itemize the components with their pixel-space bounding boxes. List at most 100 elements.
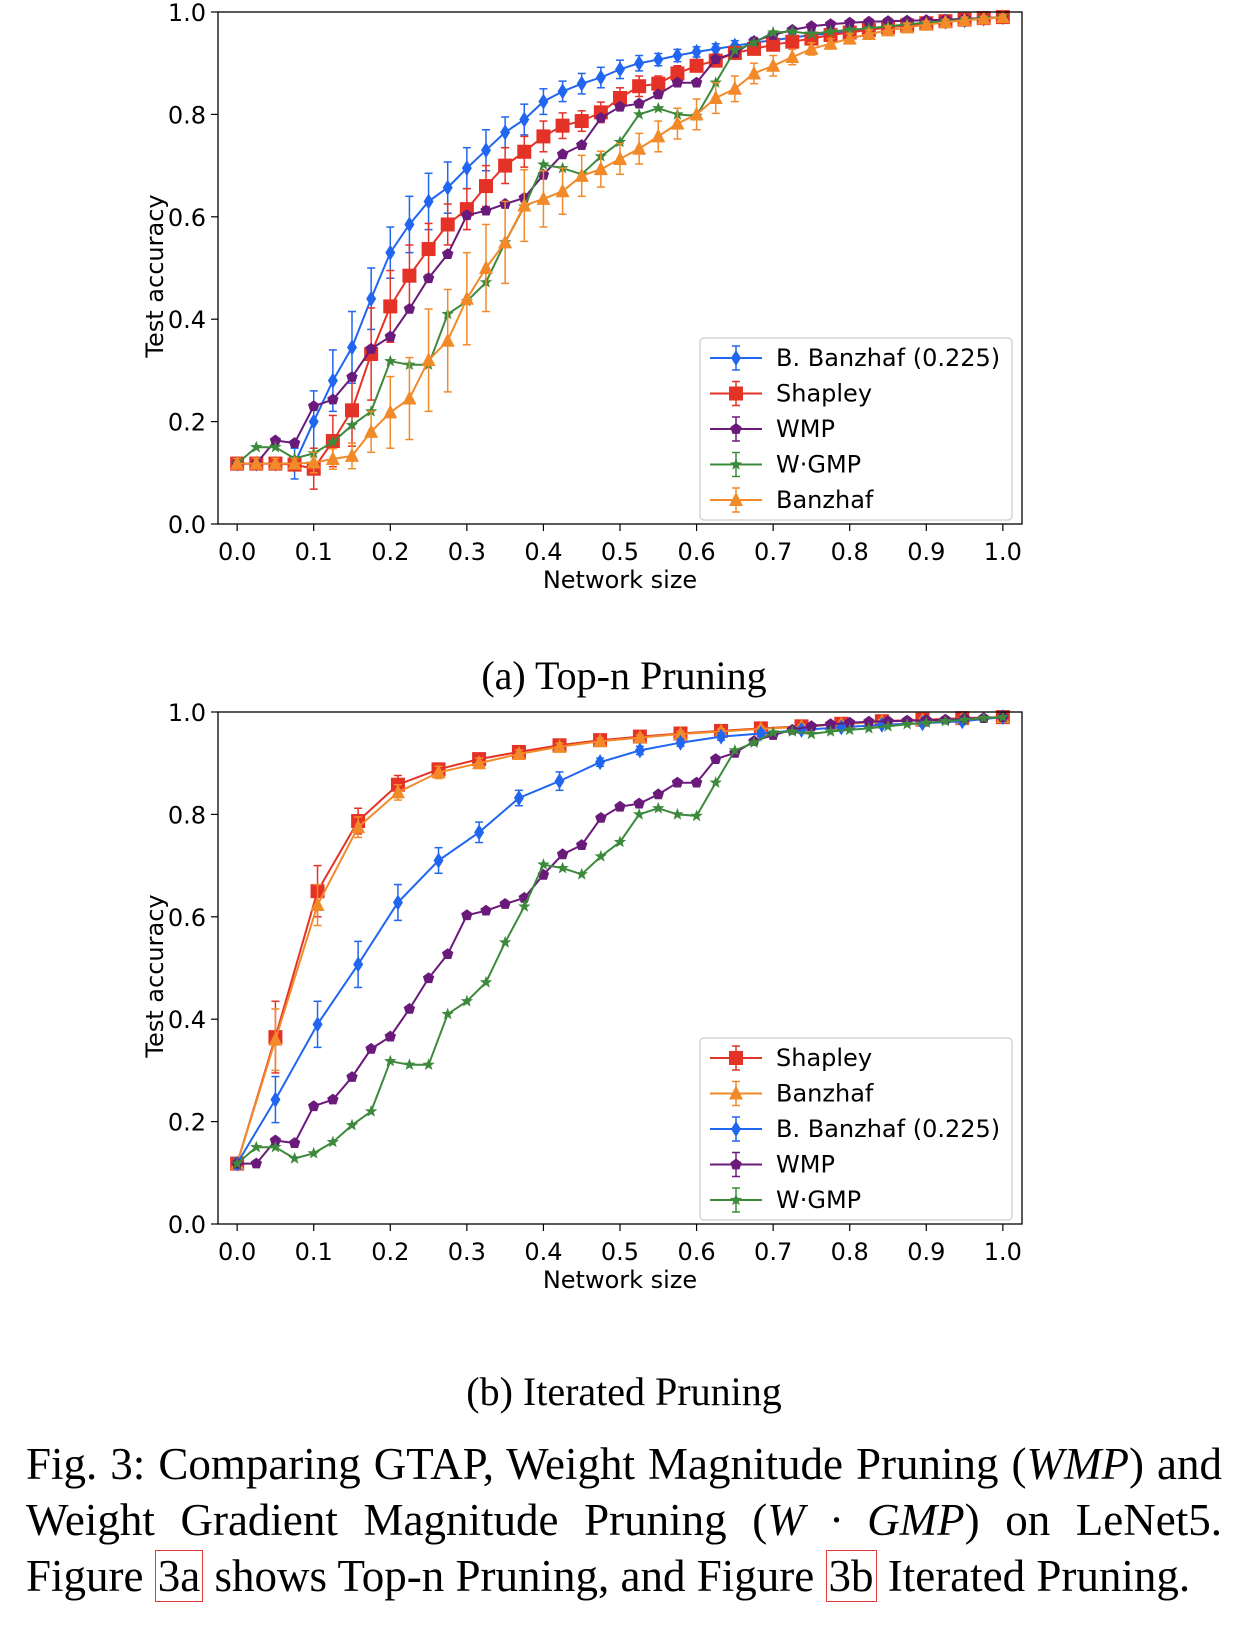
legend-box: [699, 337, 1013, 521]
x-tick-label: 0.0: [218, 538, 256, 566]
data-point: [269, 440, 282, 453]
data-point: [345, 418, 359, 431]
data-point: [595, 812, 607, 823]
data-point: [613, 135, 627, 148]
y-axis-label: Test accuracy: [141, 894, 169, 1058]
data-point: [766, 57, 781, 72]
data-point: [474, 824, 485, 841]
data-point: [480, 904, 492, 916]
data-point: [384, 330, 396, 342]
data-point: [881, 719, 895, 732]
data-point: [843, 723, 856, 736]
data-point: [671, 76, 684, 88]
data-point: [536, 129, 551, 144]
data-point: [633, 97, 645, 109]
data-point: [441, 1007, 454, 1020]
data-point: [365, 1104, 378, 1117]
data-point: [824, 718, 837, 730]
data-point: [517, 197, 532, 212]
data-point: [633, 107, 646, 120]
data-point: [461, 909, 473, 921]
data-point: [767, 26, 780, 38]
caption-math-wmp: WMP: [1026, 1439, 1130, 1489]
data-point: [786, 725, 799, 737]
y-tick-label: 0.4: [168, 306, 206, 334]
data-point: [288, 1137, 301, 1148]
x-tick-label: 1.0: [984, 538, 1022, 566]
data-point: [805, 727, 818, 740]
data-point: [461, 160, 472, 177]
x-tick-label: 0.6: [677, 1238, 715, 1266]
series-w-gmp: [231, 710, 1009, 1169]
data-point: [500, 124, 511, 141]
data-point: [268, 1031, 283, 1046]
data-point: [423, 193, 434, 210]
data-point: [634, 55, 645, 72]
x-tick-label: 0.9: [907, 538, 945, 566]
data-point: [351, 819, 366, 834]
data-point: [327, 1093, 339, 1105]
data-point: [365, 342, 377, 354]
data-point: [863, 715, 875, 727]
data-point: [404, 216, 415, 233]
data-point: [672, 47, 683, 64]
legend: Shapley Banzhaf B. Banzhaf (0.225) WMP W·GMP: [699, 1037, 1013, 1221]
caption-text-1: Fig. 3: Comparing GTAP, Weight Magnitude…: [26, 1439, 1027, 1489]
data-point: [249, 455, 264, 470]
data-point: [308, 400, 320, 412]
y-tick-label: 1.0: [168, 0, 206, 27]
data-point: [690, 76, 703, 88]
legend-marker: [729, 1051, 743, 1065]
x-tick-label: 0.1: [295, 1238, 333, 1266]
data-point: [536, 190, 551, 205]
y-tick-label: 0.6: [168, 204, 206, 232]
data-point: [614, 800, 626, 812]
data-point: [747, 65, 761, 80]
data-point: [632, 729, 647, 744]
data-point: [613, 150, 627, 165]
data-point: [552, 738, 567, 753]
data-point: [250, 1140, 263, 1153]
data-point: [805, 720, 818, 732]
data-point: [557, 83, 568, 100]
figure-ref-3a[interactable]: 3a: [154, 1550, 204, 1602]
y-axis-label: Test accuracy: [141, 194, 169, 358]
data-point: [269, 1134, 282, 1146]
data-point: [576, 139, 588, 150]
data-point: [308, 1100, 320, 1112]
legend-label: B. Banzhaf (0.225): [776, 1115, 1000, 1143]
data-point: [710, 40, 721, 57]
data-point: [250, 1157, 262, 1169]
data-point: [844, 16, 856, 28]
data-point: [976, 10, 991, 25]
data-point: [575, 867, 588, 880]
figure-ref-3b[interactable]: 3b: [825, 1550, 877, 1602]
x-tick-label: 0.6: [677, 538, 715, 566]
legend-marker: [730, 1158, 742, 1170]
data-point: [652, 801, 665, 814]
data-point: [593, 733, 608, 748]
x-tick-label: 0.0: [218, 1238, 256, 1266]
data-point: [459, 290, 474, 305]
data-point: [518, 900, 531, 912]
data-point: [498, 158, 513, 173]
data-point: [842, 30, 857, 45]
data-point: [632, 140, 647, 155]
data-point: [901, 717, 914, 730]
data-point: [403, 1003, 416, 1014]
data-point: [481, 142, 491, 159]
data-point: [755, 725, 766, 742]
data-point: [595, 754, 606, 771]
data-point: [250, 440, 263, 453]
legend-marker: [729, 458, 743, 470]
data-point: [843, 23, 856, 36]
data-point: [440, 217, 455, 232]
chart-iterated-pruning: 0.0 0.1 0.2 0.3 0.4 0.5 0.6 0.7 0.8 0.9 1.0 0.0 0.2 0…: [141, 700, 1023, 1294]
data-point: [710, 53, 722, 64]
data-point: [347, 339, 357, 356]
x-tick-label: 0.8: [831, 538, 869, 566]
legend-marker: [731, 350, 741, 366]
data-point: [708, 90, 723, 105]
legend-marker: [729, 492, 743, 506]
data-point: [345, 403, 359, 418]
